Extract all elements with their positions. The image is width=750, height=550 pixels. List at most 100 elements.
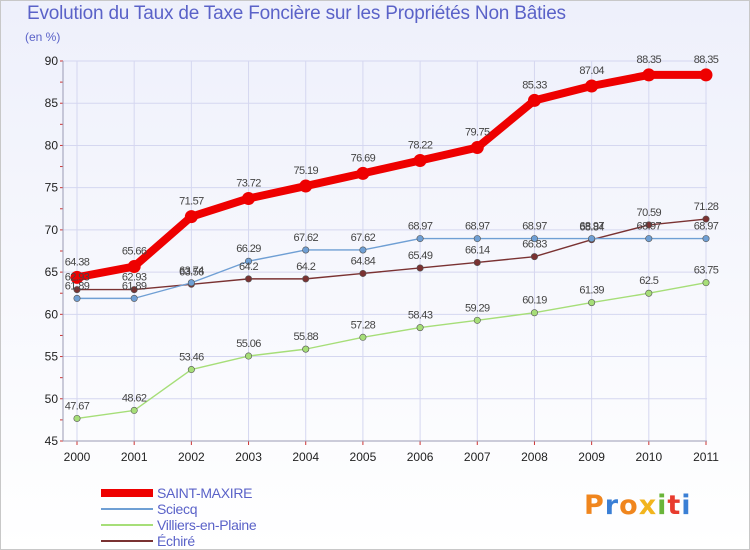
data-label-sciecq: 68.97 bbox=[522, 221, 547, 233]
x-tick-label: 2010 bbox=[635, 450, 662, 464]
data-point-echire bbox=[473, 258, 481, 266]
x-tick-label: 2008 bbox=[521, 450, 548, 464]
data-label-saint-maxire: 75.19 bbox=[293, 165, 318, 177]
data-label-villiers-en-plaine: 60.19 bbox=[522, 295, 547, 307]
data-label-echire: 68.84 bbox=[579, 222, 604, 234]
data-point-villiers-en-plaine bbox=[359, 333, 367, 341]
x-tick-label: 2011 bbox=[693, 450, 719, 464]
legend-label: SAINT-MAXIRE bbox=[157, 485, 253, 501]
x-tick-label: 2009 bbox=[578, 450, 605, 464]
data-label-sciecq: 68.97 bbox=[579, 221, 604, 233]
data-point-sciecq bbox=[530, 235, 538, 243]
legend: SAINT-MAXIRE Sciecq Villiers-en-Plaine É… bbox=[101, 485, 257, 549]
legend-swatch bbox=[101, 508, 153, 510]
series-line-saint-maxire bbox=[73, 70, 710, 282]
legend-item-sciecq[interactable]: Sciecq bbox=[101, 501, 256, 517]
y-unit-label: (en %) bbox=[25, 30, 61, 44]
data-point-villiers-en-plaine bbox=[588, 299, 596, 307]
data-label-villiers-en-plaine: 48.62 bbox=[122, 392, 147, 404]
data-point-saint-maxire bbox=[70, 270, 84, 284]
data-label-villiers-en-plaine: 61.39 bbox=[579, 285, 604, 297]
x-tick-label: 2003 bbox=[235, 450, 262, 464]
data-point-villiers-en-plaine bbox=[702, 279, 710, 287]
grid-layer bbox=[63, 60, 707, 442]
data-point-saint-maxire bbox=[413, 153, 427, 167]
logo-letter: x bbox=[638, 490, 658, 521]
data-point-saint-maxire bbox=[242, 191, 256, 205]
x-tick-label: 2005 bbox=[350, 450, 377, 464]
data-label-villiers-en-plaine: 63.75 bbox=[694, 265, 719, 277]
proxiti-logo[interactable]: Proxiti bbox=[584, 490, 692, 521]
data-label-saint-maxire: 87.04 bbox=[579, 65, 604, 77]
data-point-villiers-en-plaine bbox=[645, 289, 653, 297]
data-point-echire bbox=[73, 286, 81, 294]
data-point-sciecq bbox=[187, 279, 195, 287]
logo-letter: P bbox=[584, 490, 605, 521]
data-point-villiers-en-plaine bbox=[245, 352, 253, 360]
x-tick-label: 2004 bbox=[292, 450, 319, 464]
data-point-sciecq bbox=[473, 235, 481, 243]
data-point-sciecq bbox=[359, 246, 367, 254]
data-label-saint-maxire: 76.69 bbox=[351, 152, 376, 164]
legend-swatch bbox=[101, 540, 153, 542]
legend-item-saint-maxire[interactable]: SAINT-MAXIRE bbox=[101, 485, 256, 501]
data-label-sciecq: 68.97 bbox=[694, 221, 719, 233]
y-tick-label: 55 bbox=[45, 350, 59, 364]
data-label-sciecq: 66.29 bbox=[236, 243, 261, 255]
data-point-sciecq bbox=[73, 294, 81, 302]
data-label-saint-maxire: 71.57 bbox=[179, 196, 204, 208]
data-label-saint-maxire: 79.75 bbox=[465, 127, 490, 139]
data-point-villiers-en-plaine bbox=[530, 309, 538, 317]
data-point-sciecq bbox=[130, 294, 138, 302]
y-tick-label: 75 bbox=[45, 181, 59, 195]
data-label-sciecq: 68.97 bbox=[637, 221, 662, 233]
data-point-saint-maxire bbox=[299, 179, 313, 193]
data-point-saint-maxire bbox=[585, 79, 599, 93]
data-point-sciecq bbox=[416, 235, 424, 243]
logo-letter: t bbox=[667, 490, 682, 521]
data-point-villiers-en-plaine bbox=[187, 366, 195, 374]
data-point-echire bbox=[130, 286, 138, 294]
y-tick-label: 90 bbox=[45, 54, 59, 68]
y-tick-label: 70 bbox=[45, 223, 59, 237]
legend-label: Villiers-en-Plaine bbox=[157, 517, 257, 533]
logo-letter: i bbox=[657, 490, 668, 521]
data-label-echire: 65.49 bbox=[408, 250, 433, 262]
data-labels-layer: 64.38 65.66 71.57 73.72 75.19 76.69 78.22 79.75… bbox=[65, 54, 720, 413]
data-label-villiers-en-plaine: 59.29 bbox=[465, 302, 490, 314]
data-point-sciecq bbox=[702, 235, 710, 243]
data-label-saint-maxire: 65.66 bbox=[122, 246, 147, 258]
data-label-villiers-en-plaine: 58.43 bbox=[408, 310, 433, 322]
data-label-villiers-en-plaine: 55.88 bbox=[293, 331, 318, 343]
data-label-villiers-en-plaine: 55.06 bbox=[236, 338, 261, 350]
data-point-echire bbox=[530, 253, 538, 261]
data-point-echire bbox=[645, 221, 653, 229]
data-label-echire: 66.83 bbox=[522, 239, 547, 251]
data-point-villiers-en-plaine bbox=[73, 414, 81, 422]
x-tick-label: 2007 bbox=[464, 450, 491, 464]
data-point-saint-maxire bbox=[127, 260, 141, 274]
data-point-echire bbox=[359, 269, 367, 277]
legend-item-echire[interactable]: Échiré bbox=[101, 533, 256, 549]
data-label-sciecq: 67.62 bbox=[351, 232, 376, 244]
legend-label: Sciecq bbox=[157, 501, 198, 517]
legend-swatch bbox=[101, 524, 153, 526]
y-tick-label: 65 bbox=[45, 265, 59, 279]
series-line-villiers-en-plaine bbox=[76, 281, 707, 420]
logo-letter: r bbox=[604, 490, 620, 521]
logo-letter: o bbox=[619, 490, 639, 521]
data-label-sciecq: 67.62 bbox=[293, 232, 318, 244]
data-label-villiers-en-plaine: 53.46 bbox=[179, 352, 204, 364]
data-label-sciecq: 63.74 bbox=[179, 265, 204, 277]
data-point-saint-maxire bbox=[470, 141, 484, 155]
data-point-sciecq bbox=[645, 235, 653, 243]
data-label-saint-maxire: 85.33 bbox=[522, 79, 547, 91]
data-point-echire bbox=[702, 215, 710, 223]
y-tick-label: 85 bbox=[45, 96, 59, 110]
logo-letter: i bbox=[681, 490, 692, 521]
data-label-sciecq: 68.97 bbox=[408, 221, 433, 233]
legend-item-villiers-en-plaine[interactable]: Villiers-en-Plaine bbox=[101, 517, 257, 533]
data-label-echire: 64.2 bbox=[239, 261, 258, 273]
data-point-sciecq bbox=[245, 257, 253, 265]
